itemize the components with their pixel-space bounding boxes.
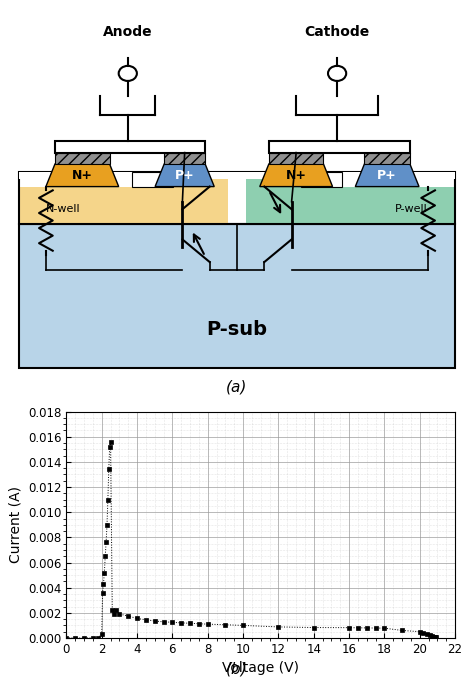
Bar [269, 153, 323, 164]
Bar [164, 153, 205, 164]
Bar [132, 172, 173, 187]
Polygon shape [18, 172, 228, 224]
Text: Cathode: Cathode [304, 25, 370, 39]
Text: (a): (a) [226, 379, 248, 394]
Bar [365, 153, 410, 164]
Bar [18, 224, 456, 368]
Text: (b): (b) [226, 661, 248, 676]
Text: N+: N+ [286, 169, 307, 182]
Text: N+: N+ [72, 169, 93, 182]
Text: N-well: N-well [46, 204, 81, 214]
Text: P+: P+ [377, 169, 397, 182]
Polygon shape [356, 164, 419, 187]
Polygon shape [155, 164, 214, 187]
Bar [55, 153, 109, 164]
X-axis label: Voltage (V): Voltage (V) [222, 661, 299, 676]
Y-axis label: Current (A): Current (A) [9, 486, 22, 563]
Polygon shape [260, 164, 333, 187]
Bar [301, 172, 342, 187]
Bar [18, 172, 456, 224]
Bar [269, 141, 410, 153]
Bar [55, 141, 205, 153]
Polygon shape [46, 164, 118, 187]
Text: P-well: P-well [395, 204, 428, 214]
Text: P-sub: P-sub [207, 320, 267, 340]
Polygon shape [246, 172, 456, 224]
Bar [18, 172, 456, 179]
Text: Anode: Anode [103, 25, 153, 39]
Text: P+: P+ [175, 169, 194, 182]
